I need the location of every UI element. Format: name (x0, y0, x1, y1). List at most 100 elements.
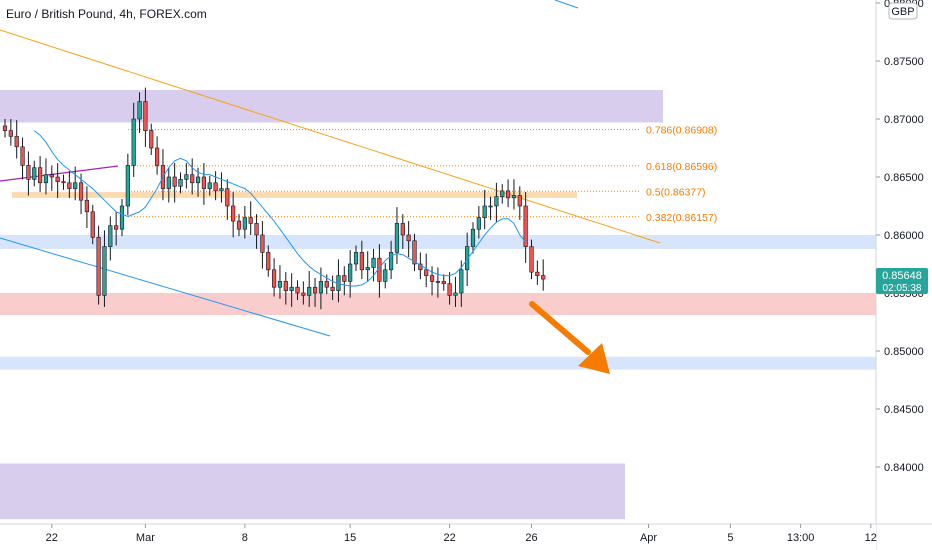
candle-body (108, 225, 113, 247)
candle-body (359, 252, 364, 271)
candle-body (353, 252, 359, 265)
candle-body (84, 199, 89, 213)
fib-level-label: 0.382(0.86157) (646, 212, 717, 224)
candle-body (236, 220, 242, 230)
time-tick-label: 15 (344, 532, 356, 544)
fibonacci-levels: 0.786(0.86908) 0.618(0.86596) 0.5(0.86377)… (128, 125, 717, 224)
candle-body (96, 237, 101, 296)
candle-body (61, 181, 66, 184)
candle-body (184, 174, 189, 180)
fib-level-label: 0.618(0.86596) (646, 161, 717, 173)
candle-body (207, 182, 212, 189)
time-tick-label: Apr (640, 532, 657, 544)
price-tick-label: 0.87500 (884, 56, 924, 68)
candle-body (307, 286, 312, 296)
candle-body (453, 292, 458, 296)
candle-body (114, 225, 119, 230)
candle-body (394, 223, 400, 253)
currency-badge[interactable]: GBP (888, 2, 918, 20)
blue-zone (0, 235, 876, 249)
candle-body (412, 240, 417, 265)
price-tick-label: 0.85000 (884, 346, 924, 358)
price-tick-label: 0.84000 (884, 462, 924, 474)
candle-body (231, 205, 236, 222)
candle-body (67, 182, 72, 189)
candle-body (271, 269, 277, 288)
candle-body (137, 101, 142, 120)
candle-body (8, 130, 13, 137)
price-tick-label: 0.86500 (884, 172, 924, 184)
candle-body (289, 286, 294, 291)
time-axis-ticks: 22 Mar 8 15 22 26 Apr 5 13:00 12 (46, 524, 877, 544)
red-zone (0, 293, 876, 316)
candle-body (190, 174, 195, 184)
candle-body (149, 130, 154, 149)
candle-body (348, 263, 353, 282)
candle-body (2, 125, 8, 131)
purple-zone (0, 90, 663, 123)
candle-body (388, 252, 394, 271)
time-tick-label: 22 (443, 532, 455, 544)
purple-zone (0, 463, 625, 520)
time-tick-label: 13:00 (787, 532, 815, 544)
candle-body (476, 217, 481, 230)
candle-body (195, 176, 201, 184)
candle-body (383, 269, 388, 282)
candle-body (219, 188, 224, 192)
candle-body (32, 167, 37, 180)
candle-body (213, 182, 218, 192)
candle-body (242, 217, 247, 230)
candle-body (400, 223, 405, 236)
orange-downtrend-line (0, 29, 661, 244)
candle-body (37, 167, 43, 184)
candle-body (494, 196, 499, 207)
candle-body (73, 182, 78, 189)
candle-body (330, 286, 335, 291)
purple-short-line (0, 165, 119, 182)
candle-body (90, 211, 95, 238)
candle-body (435, 281, 441, 283)
orange-zone (12, 192, 577, 198)
last-price-label: 0.85648 02:05:38 (876, 268, 928, 294)
candle-body (14, 136, 19, 148)
candle-body (365, 267, 370, 271)
candle-body (342, 275, 347, 282)
candle-body (482, 205, 487, 218)
candle-body (143, 101, 148, 131)
candle-body (119, 205, 125, 230)
candle-body (254, 223, 259, 236)
candle-body (523, 205, 528, 247)
candle-body (447, 283, 452, 296)
blue-channel-line-lower (0, 237, 331, 337)
trend-lines (0, 0, 661, 337)
support-resistance-zones (0, 90, 876, 520)
candle-body (295, 286, 300, 294)
candle-body (470, 228, 476, 247)
candle-body (459, 269, 464, 294)
candle-body (500, 190, 505, 198)
time-tick-label: 5 (727, 532, 733, 544)
candle-body (102, 246, 107, 296)
candle-body (20, 146, 25, 166)
blue-zone (0, 356, 876, 370)
candle-body (201, 176, 207, 189)
candle-body (178, 179, 183, 187)
candle-body (172, 176, 177, 187)
candle-body (318, 281, 324, 294)
time-tick-label: 12 (865, 532, 877, 544)
fib-level-label: 0.786(0.86908) (646, 125, 717, 137)
candle-body (78, 182, 84, 201)
candle-body (535, 271, 540, 276)
time-axis[interactable] (0, 524, 876, 550)
blue-channel-line-upper (554, 0, 579, 9)
time-tick-label: 22 (46, 532, 58, 544)
chart-title: Euro / British Pound, 4h, FOREX.com (6, 7, 207, 21)
price-axis[interactable] (876, 0, 932, 524)
candle-body (277, 281, 283, 288)
time-tick-label: 8 (242, 532, 248, 544)
moving-average-line (33, 130, 527, 287)
candle-body (418, 263, 423, 271)
candle-body (283, 281, 288, 291)
currency-label: GBP (891, 6, 914, 18)
